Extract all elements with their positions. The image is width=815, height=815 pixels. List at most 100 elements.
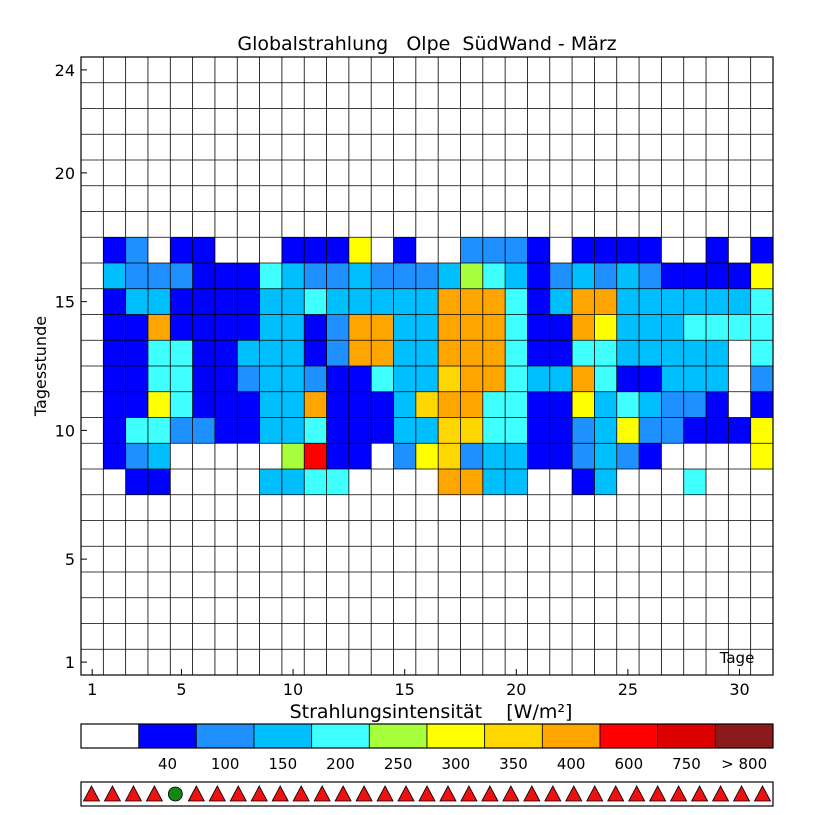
plot-frame [80,56,774,676]
colorbar-swatch [541,723,601,749]
heatmap-cell [661,417,684,444]
heatmap-cell [281,391,305,418]
heatmap-cell [639,340,662,366]
heatmap-cell [326,340,349,366]
heatmap-cell [348,314,372,341]
colorbar-swatch [657,723,716,749]
heatmap-cell [594,314,617,341]
heatmap-cell [683,263,707,289]
heatmap-cell [527,443,550,469]
heatmap-cell [348,443,372,469]
day-marker-triangle [229,785,247,802]
day-marker-circle [167,786,183,802]
heatmap-cell [572,443,595,469]
heatmap-cell [750,314,773,341]
heatmap-cell [371,340,394,366]
colorbar-label: 750 [672,755,701,773]
heatmap-cell [616,366,640,392]
heatmap-cell [482,288,506,315]
heatmap-cell [505,237,528,263]
heatmap-cell [326,366,349,392]
heatmap-cell [415,366,439,392]
heatmap-cell [371,288,394,315]
heatmap-cell [594,417,617,444]
heatmap-cell [460,443,483,469]
day-marker-triangle [313,785,331,802]
heatmap-cell [192,288,215,315]
heatmap-cell [393,366,416,392]
heatmap-cell [259,314,282,341]
y-tick-label: 20 [55,164,75,183]
heatmap-cell [103,366,126,392]
heatmap-cell [393,417,416,444]
heatmap-cell [125,417,148,444]
day-marker-triangle [82,785,101,802]
x-tick-label: 25 [618,680,638,699]
heatmap-cell [661,288,684,315]
heatmap-cell [572,237,595,263]
heatmap-cell [393,340,416,366]
day-marker-triangle [481,785,499,802]
day-marker-triangle [250,785,268,802]
heatmap-cell [594,469,617,495]
colorbar-swatch [426,723,486,749]
colorbar-swatch [484,723,543,749]
heatmap-cell [706,288,729,315]
heatmap-cell [348,288,372,315]
heatmap-cell [750,417,773,444]
heatmap-cell [594,443,617,469]
x-tick-label: 1 [87,680,97,699]
heatmap-cell [661,366,684,392]
heatmap-cell [706,391,729,418]
heatmap-cell [326,391,349,418]
heatmap-cell [415,314,439,341]
heatmap-cell [438,314,461,341]
heatmap-cell [192,391,215,418]
heatmap-cell [616,263,640,289]
heatmap-cell [304,469,327,495]
heatmap-cell [237,340,260,366]
heatmap-cell [438,340,461,366]
heatmap-cell [170,237,193,263]
heatmap-cell [214,391,238,418]
day-marker-triangle [502,785,520,802]
heatmap-cell [460,366,483,392]
day-marker-triangle [376,785,394,802]
heatmap-cell [237,314,260,341]
colorbar-title: Strahlungsintensität [W/m²] [290,701,573,723]
heatmap-cell [192,340,215,366]
heatmap-cell [683,288,707,315]
heatmap-cell [505,288,528,315]
heatmap-cell [661,314,684,341]
heatmap-cell [103,314,126,341]
heatmap-cell [683,391,707,418]
heatmap-cell [348,263,372,289]
colorbar-swatch [195,723,255,749]
chart-title: Globalstrahlung Olpe SüdWand - März [237,33,616,55]
heatmap-cell [125,366,148,392]
heatmap-cell [527,417,550,444]
heatmap-cell [482,391,506,418]
heatmap-cell [460,263,483,289]
heatmap-cell [371,391,394,418]
heatmap-cell [125,314,148,341]
heatmap-cell [549,263,573,289]
heatmap-cell [460,340,483,366]
heatmap-cell [750,443,773,469]
heatmap-cell [639,366,662,392]
day-marker-triangle [355,785,373,802]
heatmap-cell [415,391,439,418]
heatmap-cell [482,443,506,469]
colorbar-label: 600 [615,755,644,773]
heatmap-cell [683,314,707,341]
heatmap-cell [438,288,461,315]
heatmap-cell [237,391,260,418]
day-marker-triangle [397,785,415,802]
heatmap-cell [594,237,617,263]
heatmap-cell [259,417,282,444]
heatmap-cell [371,366,394,392]
day-marker-triangle [544,785,562,802]
heatmap-cell [572,288,595,315]
heatmap-cell [170,391,193,418]
day-marker-triangle [753,785,772,802]
